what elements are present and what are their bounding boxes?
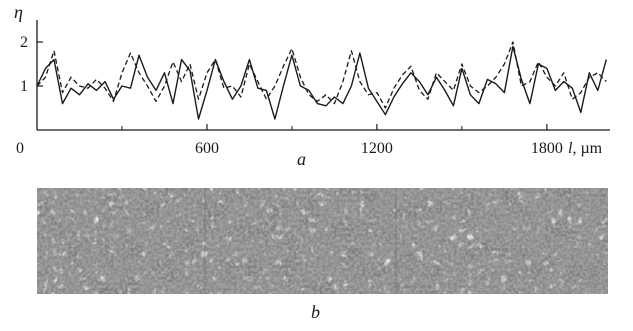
y-tick-label: 1: [20, 78, 28, 95]
panel-b-micrograph: b: [37, 188, 608, 322]
panel-a-label: a: [297, 149, 306, 169]
micrograph-texture-bright: [37, 188, 608, 294]
x-tick-label: 1800: [531, 140, 563, 157]
x-tick-label: 0: [16, 140, 24, 157]
series-solid-line: [36, 45, 607, 120]
y-axis-symbol: η: [14, 2, 23, 22]
x-axis-unit: , µm: [572, 140, 602, 157]
x-axis-label: l, µm: [568, 140, 603, 157]
series-dashed-line: [36, 41, 607, 109]
panel-a-chart: η 1 2 0 600 1200 1800 l, µm a: [14, 2, 610, 169]
x-axis-symbol: l: [568, 140, 573, 157]
y-tick-label: 2: [20, 34, 28, 51]
x-tick-label: 1200: [361, 140, 393, 157]
x-tick-label: 600: [195, 140, 219, 157]
panel-b-label: b: [311, 302, 320, 322]
